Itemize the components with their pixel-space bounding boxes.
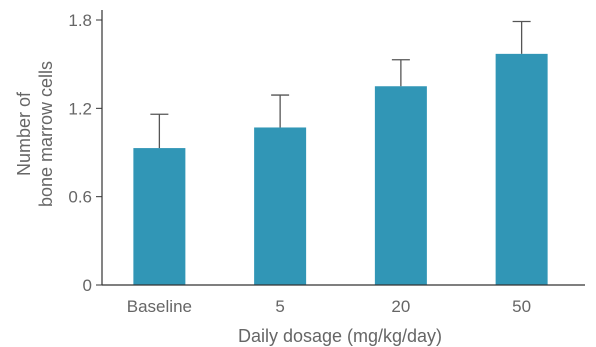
y-tick-label: 0.6: [68, 188, 92, 207]
x-axis-title: Daily dosage (mg/kg/day): [238, 326, 442, 346]
x-tick-label: Baseline: [127, 297, 192, 316]
x-tick-label: 5: [275, 297, 284, 316]
y-axis-title: Number of bone marrow cells: [14, 61, 56, 207]
x-tick-label: 20: [391, 297, 410, 316]
bar: [254, 127, 307, 285]
y-tick-label: 1.8: [68, 11, 92, 30]
plot-area: 0 0.6 1.2 1.8 Baseline 5 20 50: [68, 10, 585, 316]
y-axis-title-line-2: bone marrow cells: [36, 61, 56, 207]
bar: [374, 86, 427, 285]
y-tick-label: 1.2: [68, 99, 92, 118]
y-axis-title-line-1: Number of: [14, 91, 34, 176]
x-tick-label: 50: [512, 297, 531, 316]
bar: [133, 148, 186, 285]
y-tick-label: 0: [83, 276, 92, 295]
bar: [495, 53, 548, 285]
